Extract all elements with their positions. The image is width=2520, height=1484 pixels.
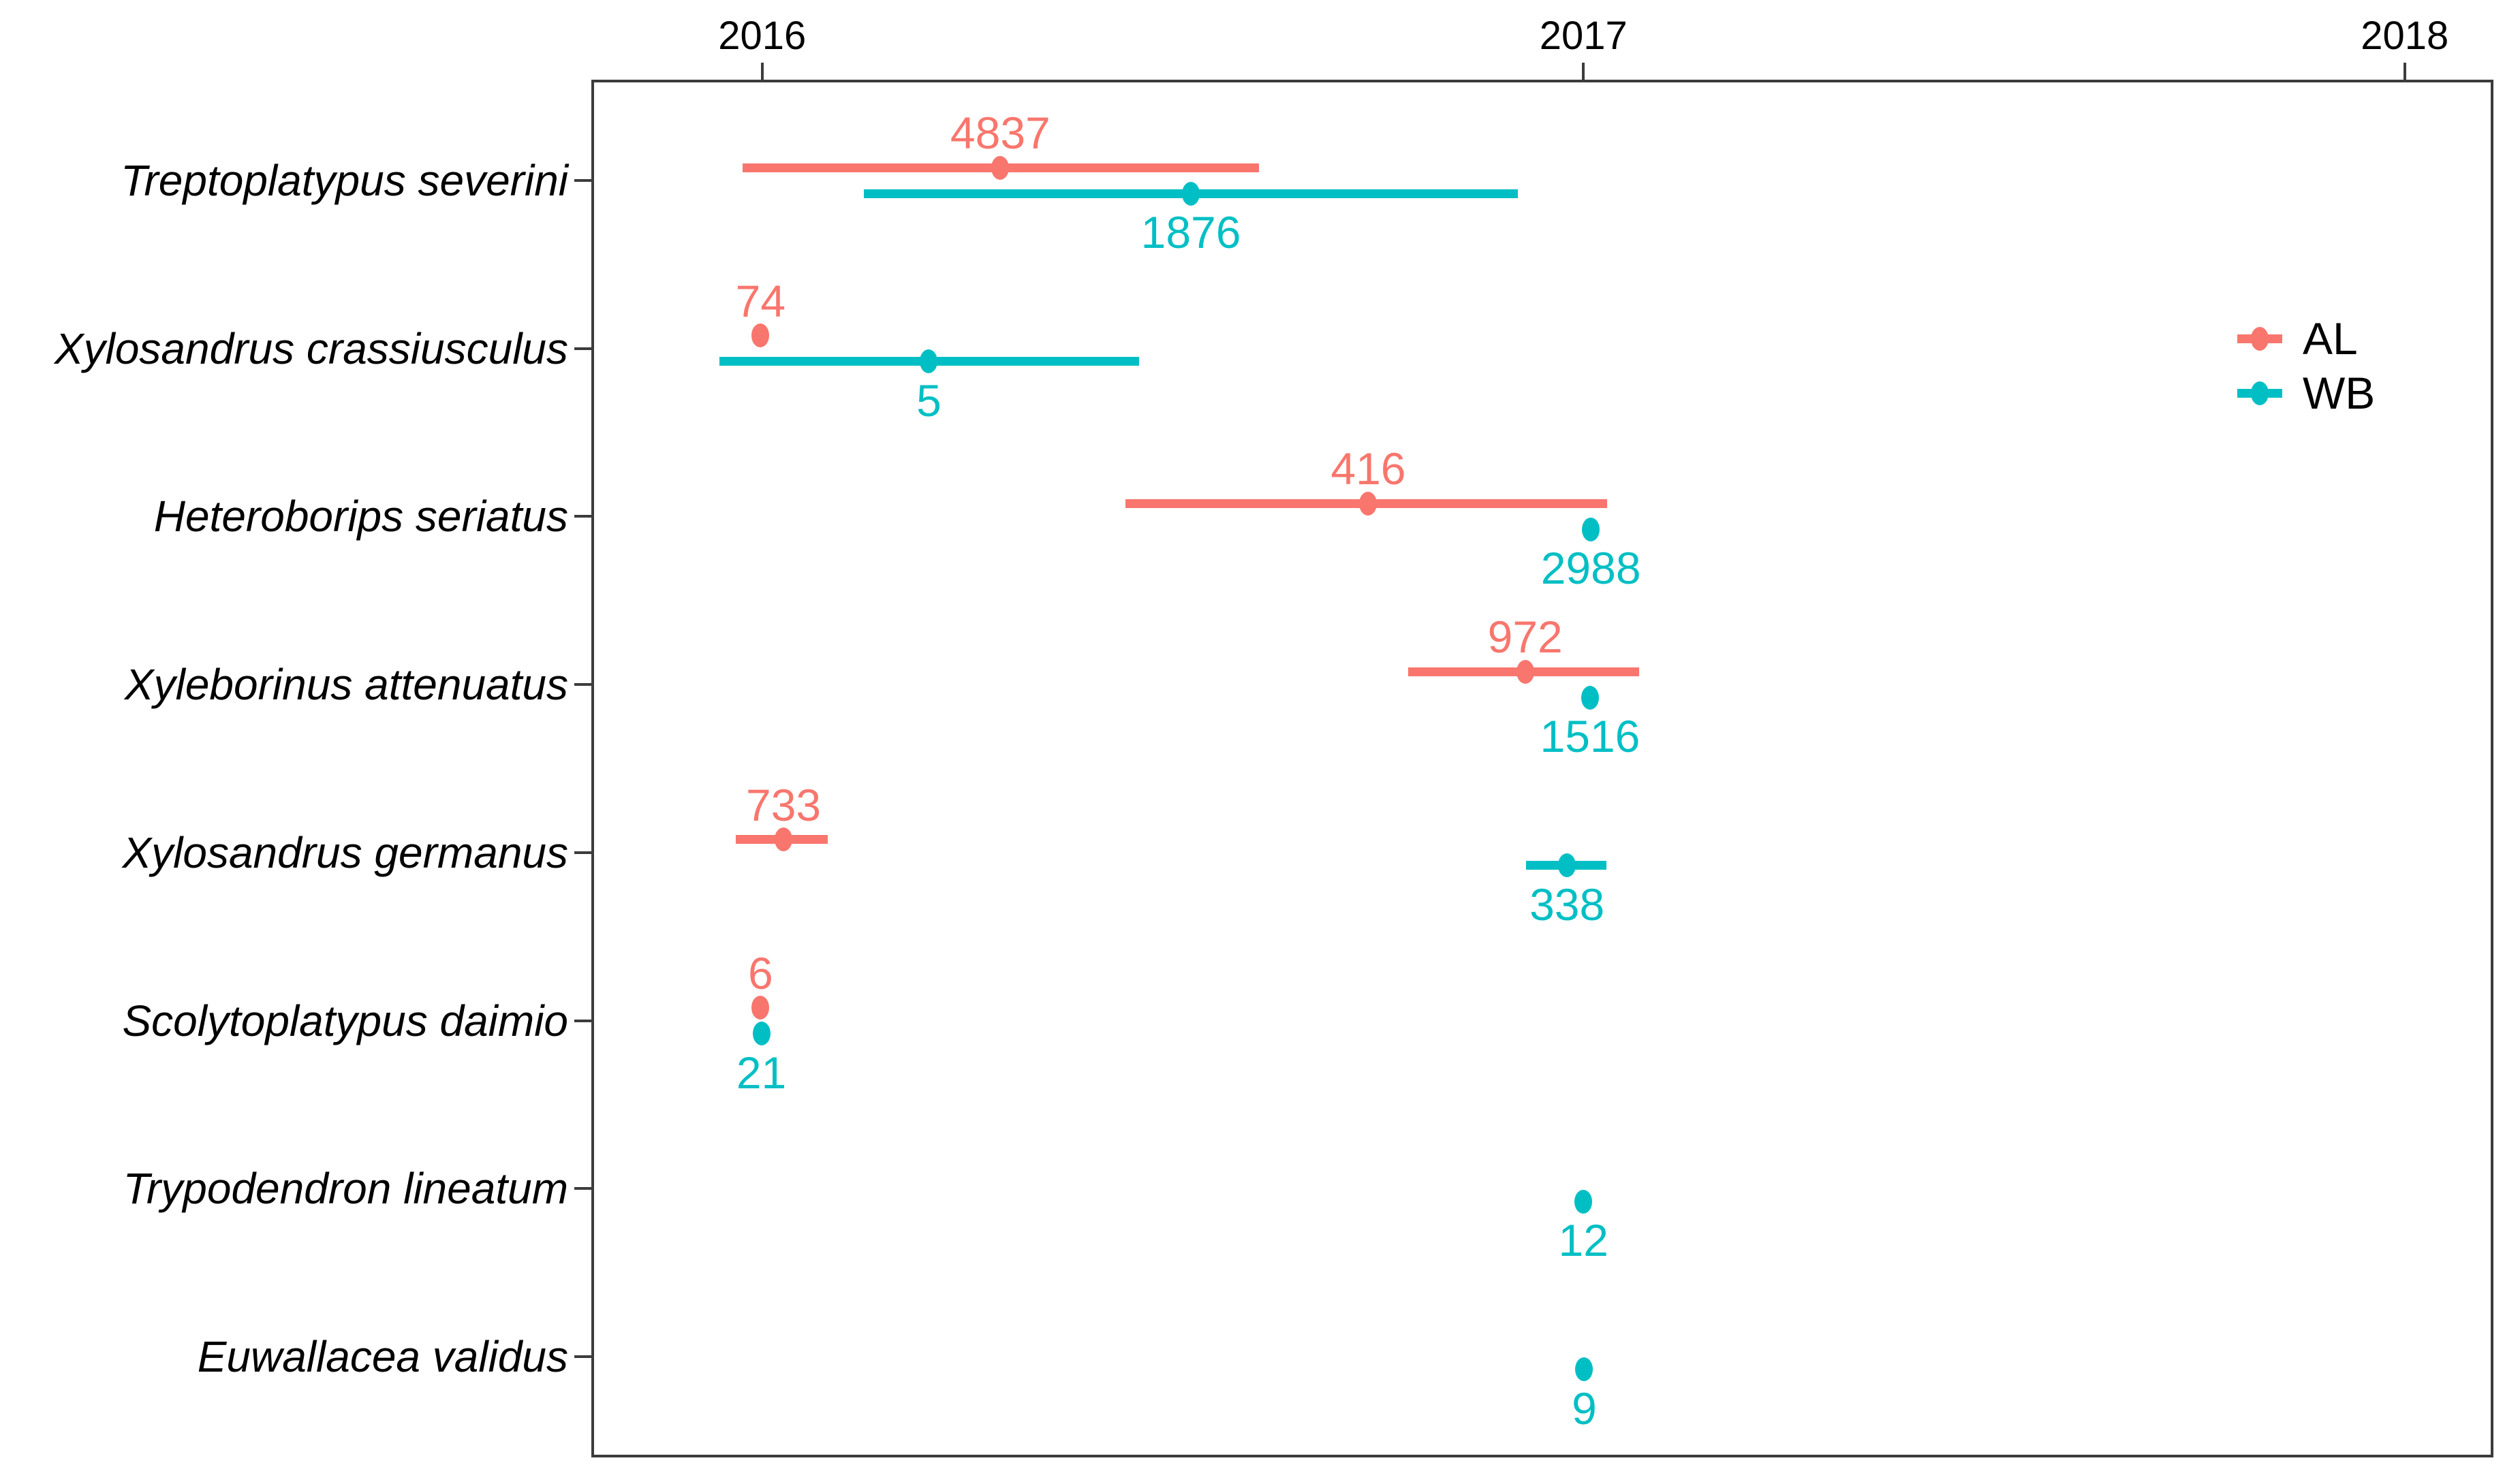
al-mean-point [1516,659,1534,684]
al-count-label: 416 [1331,443,1406,494]
plot-area [591,80,2493,1457]
y-axis-tick [574,1019,591,1022]
wb-count-label: 338 [1529,879,1605,930]
wb-mean-point [1574,1189,1593,1214]
x-axis-tick-label: 2018 [2361,14,2449,58]
wb-mean-point [752,1022,771,1046]
legend-entry-al: AL [2237,311,2375,366]
legend-label-wb: WB [2303,368,2376,418]
y-axis-tick [574,179,591,183]
legend-entry-wb: WB [2237,366,2375,420]
wb-count-label: 12 [1558,1215,1608,1266]
legend-label-al: AL [2303,313,2358,364]
y-axis-tick [574,851,591,854]
al-count-label: 733 [746,779,822,830]
x-axis-tick-label: 2016 [718,14,807,58]
legend-key-point [2251,381,2269,405]
species-label: Xyleborinus attenuatus [124,660,568,710]
wb-mean-point [1558,853,1576,878]
wb-count-label: 2988 [1540,543,1641,594]
species-label: Xylosandrus germanus [122,827,568,877]
al-count-label: 972 [1487,612,1563,663]
wb-mean-point [1582,517,1600,541]
legend-key-wb [2237,381,2282,405]
y-axis-tick [574,515,591,518]
species-label: Trypodendron lineatum [123,1164,568,1214]
al-mean-point [991,155,1010,180]
x-axis-tick-label: 2017 [1539,14,1628,58]
x-axis-tick [1582,63,1585,80]
legend: AL WB [2237,311,2375,420]
species-label: Scolytoplatypus daimio [122,996,568,1045]
al-count-label: 74 [735,275,786,326]
y-axis-tick [574,1187,591,1190]
species-label: Heteroborips seriatus [153,492,568,541]
x-axis-tick [2403,63,2406,80]
wb-count-label: 9 [1572,1383,1597,1434]
y-axis-tick [574,347,591,350]
wb-mean-point [920,349,938,374]
wb-mean-point [1575,1357,1593,1382]
legend-key-al [2237,326,2282,351]
x-axis-tick [760,63,764,80]
al-mean-point [775,827,793,852]
legend-key-point [2251,326,2269,351]
y-axis-tick [574,1355,591,1358]
al-mean-point [751,323,770,348]
wb-mean-point [1581,685,1599,710]
al-mean-point [751,996,770,1020]
y-axis-tick [574,683,591,686]
species-label: Xylosandrus crassiusculus [54,323,568,373]
species-label: Euwallacea validus [197,1331,568,1381]
species-label: Treptoplatypus severini [121,156,568,206]
wb-count-label: 1876 [1140,207,1241,258]
wb-count-label: 5 [916,375,942,426]
wb-count-label: 1516 [1540,711,1640,762]
al-count-label: 6 [747,947,773,998]
al-count-label: 4837 [950,108,1051,159]
wb-count-label: 21 [736,1047,787,1098]
al-mean-point [1359,491,1378,516]
wb-mean-point [1182,181,1200,206]
